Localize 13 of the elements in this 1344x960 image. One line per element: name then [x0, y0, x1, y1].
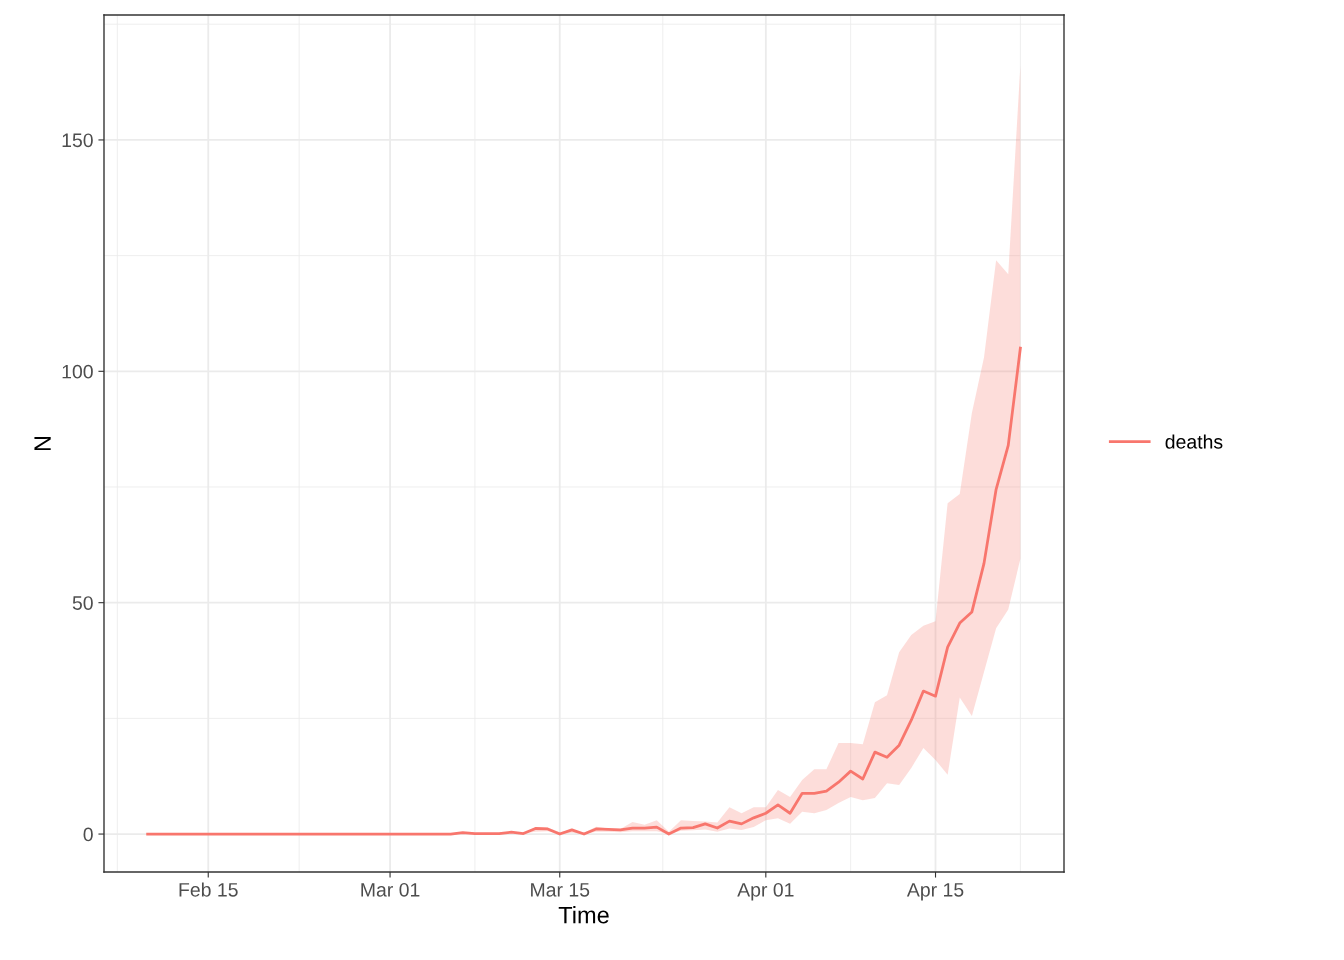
x-axis-title: Time [558, 906, 609, 924]
x-tick-label: Apr 01 [737, 882, 794, 901]
x-tick-label: Apr 15 [906, 883, 964, 901]
x-tick-label: Mar 01 [361, 882, 420, 897]
y-tick-label: 0 [83, 827, 93, 842]
y-axis-title: N [34, 436, 51, 451]
y-tick-label: 150 [62, 133, 93, 148]
legend-label: deaths [1165, 434, 1223, 449]
x-tick-label: Feb 15 [179, 882, 238, 897]
line-series [146, 346, 1022, 836]
x-tick-label: Mar 15 [531, 883, 590, 897]
y-tick-label: 100 [62, 364, 93, 379]
y-tick-label: 50 [72, 596, 93, 610]
